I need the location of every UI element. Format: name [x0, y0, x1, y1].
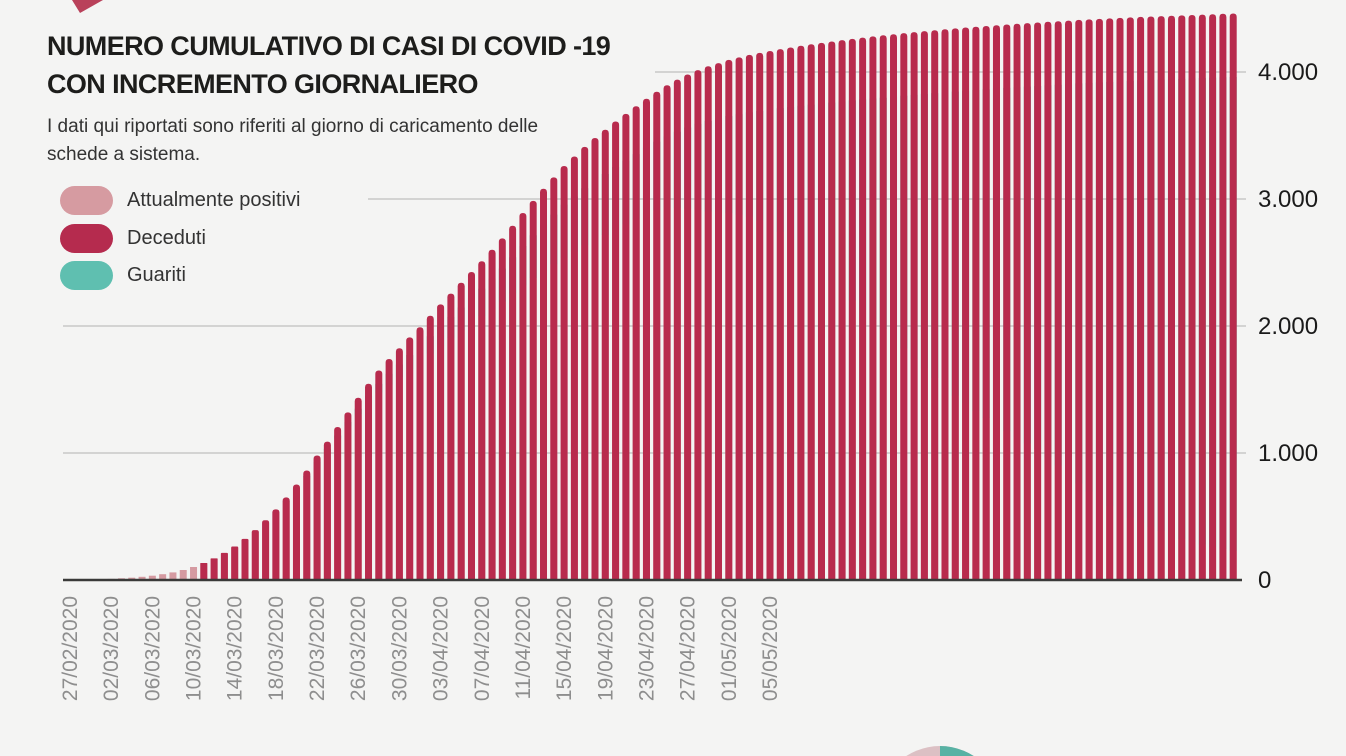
chart-header: NUMERO CUMULATIVO DI CASI DI COVID -19 C… [47, 27, 657, 169]
svg-text:18/03/2020: 18/03/2020 [265, 596, 288, 701]
svg-text:26/03/2020: 26/03/2020 [347, 596, 370, 701]
legend-item-deceduti: Deceduti [60, 223, 300, 253]
chart-subtitle-line2: schede a sistema. [47, 144, 201, 165]
svg-text:15/04/2020: 15/04/2020 [553, 596, 576, 701]
svg-text:06/03/2020: 06/03/2020 [141, 596, 164, 701]
pie-chart-preview [906, 746, 974, 756]
chart-title-line2: CON INCREMENTO GIORNALIERO [47, 69, 479, 99]
svg-text:1.000: 1.000 [1258, 440, 1318, 467]
svg-text:22/03/2020: 22/03/2020 [306, 596, 329, 701]
svg-text:3.000: 3.000 [1258, 186, 1318, 213]
chart-subtitle: I dati qui riportati sono riferiti al gi… [47, 113, 657, 169]
svg-text:27/02/2020: 27/02/2020 [59, 596, 82, 701]
legend-swatch-deceduti [60, 223, 113, 253]
chart-title-line1: NUMERO CUMULATIVO DI CASI DI COVID -19 [47, 31, 611, 61]
chart-legend: Attualmente positivi Deceduti Guariti [60, 186, 300, 299]
y-tick-labels: 0 1.000 2.000 3.000 4.000 [1258, 59, 1318, 594]
svg-text:14/03/2020: 14/03/2020 [224, 596, 247, 701]
svg-text:10/03/2020: 10/03/2020 [183, 596, 206, 701]
svg-text:23/04/2020: 23/04/2020 [636, 596, 659, 701]
legend-swatch-attualmente-positivi [60, 186, 113, 215]
svg-text:19/04/2020: 19/04/2020 [594, 596, 617, 701]
svg-text:11/04/2020: 11/04/2020 [512, 596, 535, 700]
svg-text:07/04/2020: 07/04/2020 [471, 596, 494, 701]
svg-text:02/03/2020: 02/03/2020 [100, 596, 123, 701]
legend-item-guariti: Guariti [60, 261, 300, 290]
x-tick-labels: 27/02/2020 02/03/2020 06/03/2020 10/03/2020… [59, 596, 782, 701]
svg-text:0: 0 [1258, 567, 1271, 594]
svg-text:01/05/2020: 01/05/2020 [718, 596, 741, 701]
legend-label-guariti: Guariti [127, 264, 186, 286]
legend-swatch-guariti [60, 261, 113, 290]
svg-text:30/03/2020: 30/03/2020 [388, 596, 411, 701]
svg-text:2.000: 2.000 [1258, 313, 1318, 340]
svg-text:4.000: 4.000 [1258, 59, 1318, 86]
legend-item-attualmente-positivi: Attualmente positivi [60, 186, 300, 215]
bars [76, 13, 1237, 581]
legend-label-attualmente-positivi: Attualmente positivi [127, 189, 301, 211]
logo-triangle [72, 0, 103, 13]
chart-title: NUMERO CUMULATIVO DI CASI DI COVID -19 C… [47, 27, 657, 103]
svg-text:03/04/2020: 03/04/2020 [430, 596, 453, 701]
chart-subtitle-line1: I dati qui riportati sono riferiti al gi… [47, 116, 539, 137]
legend-label-deceduti: Deceduti [127, 226, 206, 249]
svg-text:27/04/2020: 27/04/2020 [677, 596, 700, 701]
svg-text:05/05/2020: 05/05/2020 [759, 596, 782, 701]
